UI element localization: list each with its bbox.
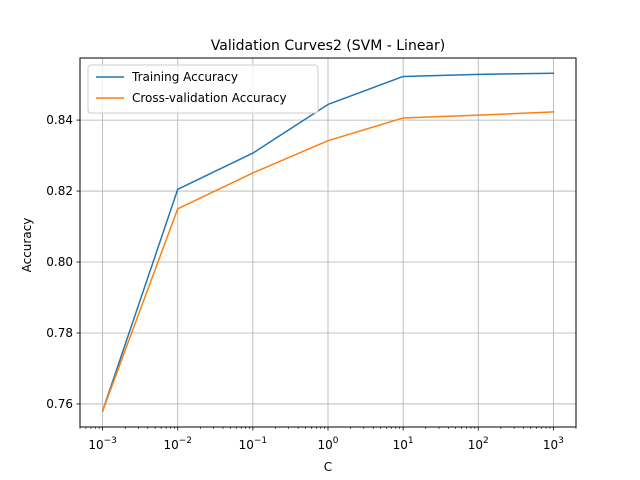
x-tick-label-base: 10 — [317, 438, 332, 452]
legend-box — [87, 64, 319, 114]
chart-title: Validation Curves2 (SVM - Linear) — [211, 38, 445, 54]
x-tick-label-base: 10 — [468, 438, 483, 452]
y-tick-label: 0.78 — [46, 326, 73, 340]
x-tick-label-base: 10 — [239, 438, 254, 452]
x-tick-label: 10−1 — [239, 436, 268, 452]
x-axis-label: C — [324, 460, 332, 474]
y-tick-label: 0.84 — [46, 113, 73, 127]
legend: Training Accuracy Cross-validation Accura… — [87, 64, 319, 114]
x-tick-label: 10−3 — [88, 436, 117, 452]
legend-label: Training Accuracy — [131, 70, 238, 84]
x-tick-label: 102 — [468, 436, 489, 452]
legend-label: Cross-validation Accuracy — [132, 91, 287, 105]
x-tick-label-exponent: 2 — [483, 436, 489, 446]
x-tick-label: 101 — [393, 436, 414, 452]
y-tick-label: 0.82 — [46, 184, 73, 198]
x-tick-label-base: 10 — [88, 438, 103, 452]
y-tick-label: 0.80 — [46, 255, 73, 269]
x-tick-label-exponent: 1 — [408, 436, 414, 446]
x-tick-label-exponent: −1 — [254, 436, 267, 446]
x-tick-label: 100 — [317, 436, 338, 452]
x-tick-label: 10−2 — [163, 436, 192, 452]
x-tick-label-exponent: −2 — [179, 436, 192, 446]
x-tick-label-exponent: 3 — [558, 436, 564, 446]
series-lines — [101, 72, 555, 412]
y-axis-label: Accuracy — [20, 218, 34, 273]
series-line — [101, 111, 555, 412]
x-tick-label-base: 10 — [393, 438, 408, 452]
x-tick-label-base: 10 — [163, 438, 178, 452]
x-tick-label-exponent: 0 — [333, 436, 339, 446]
series-line — [101, 72, 555, 412]
x-tick-label: 103 — [543, 436, 564, 452]
y-tick-label: 0.76 — [46, 397, 73, 411]
x-tick-label-exponent: −3 — [104, 436, 117, 446]
axis-ticks: 10−3 10−2 10−1 100 101 102 1030.760.780.800.82… — [46, 113, 577, 452]
grid — [80, 58, 576, 427]
x-tick-label-base: 10 — [543, 438, 558, 452]
